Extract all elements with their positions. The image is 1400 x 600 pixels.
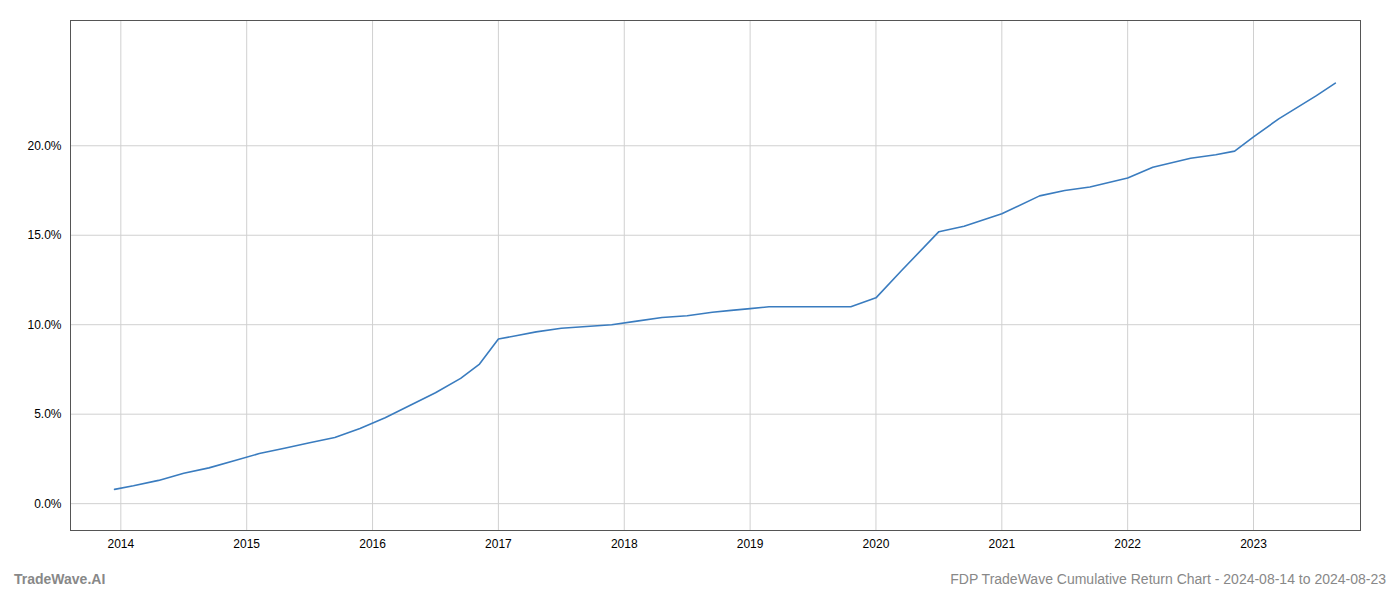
svg-text:2021: 2021 [988, 537, 1015, 551]
svg-text:2023: 2023 [1240, 537, 1267, 551]
svg-text:20.0%: 20.0% [27, 139, 61, 153]
svg-text:2020: 2020 [863, 537, 890, 551]
svg-text:5.0%: 5.0% [34, 407, 62, 421]
html-text:FDP TradeWave Cumulative Retur: FDP TradeWave Cumulative Return Chart - … [950, 571, 1386, 587]
svg-text:2018: 2018 [611, 537, 638, 551]
svg-text:2014: 2014 [107, 537, 134, 551]
html-text:TradeWave.AI: TradeWave.AI [14, 571, 106, 587]
svg-text:2016: 2016 [359, 537, 386, 551]
svg-text:2015: 2015 [233, 537, 260, 551]
svg-text:2017: 2017 [485, 537, 512, 551]
svg-text:2019: 2019 [737, 537, 764, 551]
svg-text:15.0%: 15.0% [27, 228, 61, 242]
svg-text:0.0%: 0.0% [34, 496, 62, 510]
svg-text:2022: 2022 [1114, 537, 1141, 551]
svg-text:10.0%: 10.0% [27, 318, 61, 332]
